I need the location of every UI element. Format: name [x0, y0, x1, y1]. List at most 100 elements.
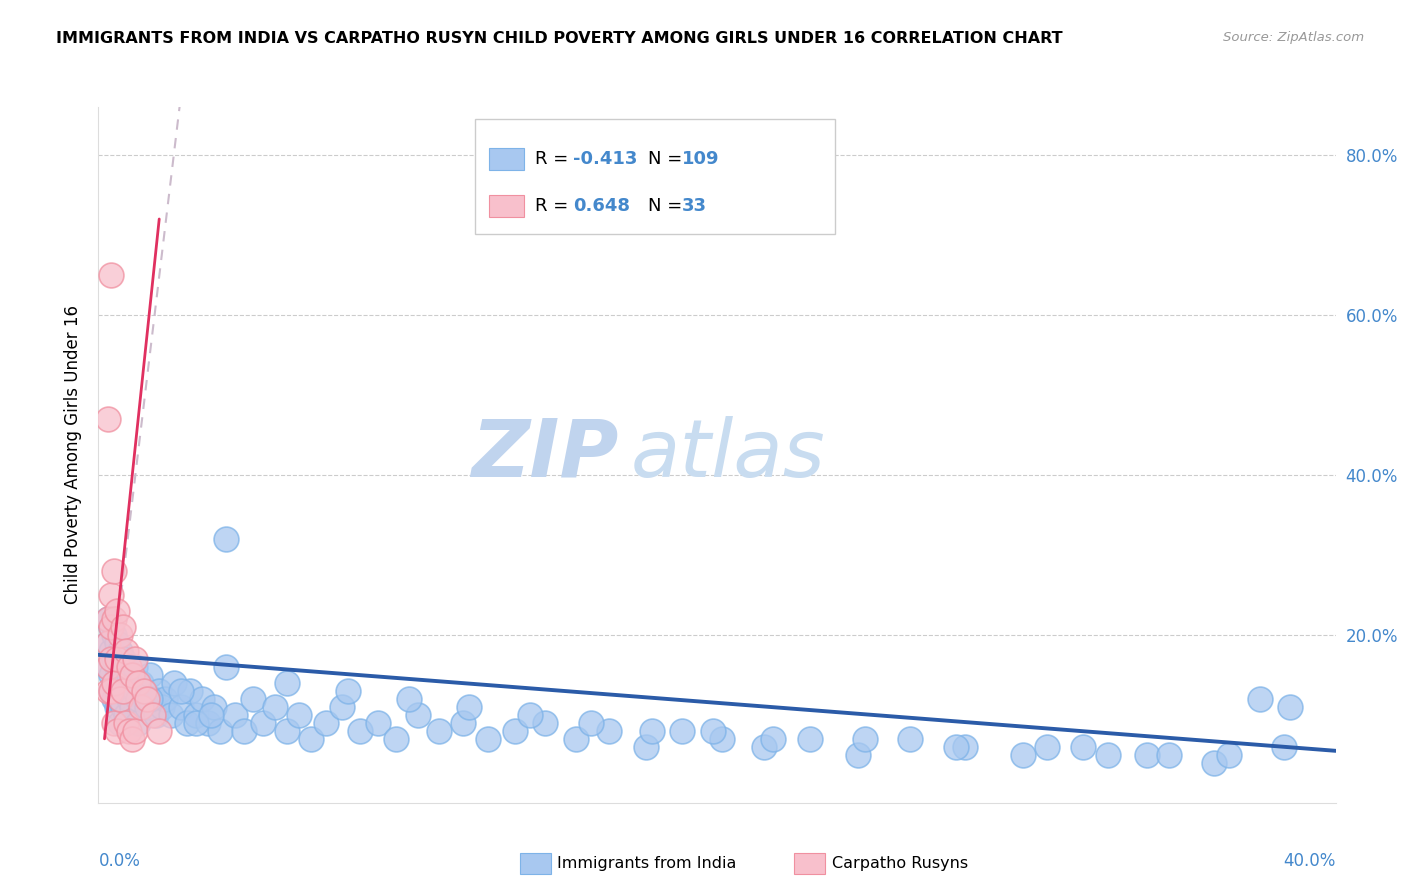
Point	[564, 731, 586, 746]
Point	[96, 660, 118, 674]
Point	[427, 723, 450, 738]
Point	[121, 668, 143, 682]
Point	[702, 723, 724, 738]
Point	[124, 683, 146, 698]
Point	[762, 731, 785, 746]
Point	[121, 676, 143, 690]
Point	[100, 683, 122, 698]
Point	[145, 707, 167, 722]
Point	[898, 731, 921, 746]
Text: 33: 33	[682, 197, 707, 215]
Point	[100, 652, 122, 666]
Point	[1011, 747, 1033, 762]
Point	[96, 660, 118, 674]
Point	[100, 644, 122, 658]
Point	[111, 699, 134, 714]
Point	[127, 691, 149, 706]
Point	[105, 660, 128, 674]
Point	[150, 699, 173, 714]
Point	[103, 676, 125, 690]
Text: 0.0%: 0.0%	[98, 852, 141, 870]
Point	[114, 715, 136, 730]
Point	[200, 707, 222, 722]
Point	[349, 723, 371, 738]
Point	[1157, 747, 1180, 762]
Point	[127, 676, 149, 690]
Point	[315, 715, 337, 730]
Point	[208, 723, 231, 738]
Point	[503, 723, 526, 738]
Point	[114, 683, 136, 698]
Point	[519, 707, 541, 722]
Point	[139, 691, 162, 706]
Point	[108, 715, 131, 730]
Text: 40.0%: 40.0%	[1284, 852, 1336, 870]
Point	[111, 683, 134, 698]
Point	[96, 612, 118, 626]
Y-axis label: Child Poverty Among Girls Under 16: Child Poverty Among Girls Under 16	[63, 305, 82, 605]
Point	[108, 691, 131, 706]
Point	[853, 731, 876, 746]
Point	[169, 699, 191, 714]
Point	[142, 707, 165, 722]
Point	[1249, 691, 1271, 706]
Point	[103, 612, 125, 626]
Point	[105, 604, 128, 618]
Point	[1097, 747, 1119, 762]
Point	[202, 699, 225, 714]
Point	[118, 723, 141, 738]
Text: ZIP: ZIP	[471, 416, 619, 494]
Point	[105, 699, 128, 714]
Point	[103, 652, 125, 666]
Point	[103, 628, 125, 642]
Point	[579, 715, 602, 730]
Point	[105, 683, 128, 698]
Point	[184, 707, 207, 722]
Point	[1136, 747, 1159, 762]
Point	[160, 707, 183, 722]
Point	[103, 715, 125, 730]
Point	[129, 699, 152, 714]
Point	[100, 268, 122, 282]
Point	[124, 660, 146, 674]
Point	[118, 691, 141, 706]
Point	[163, 676, 186, 690]
Point	[534, 715, 557, 730]
Point	[127, 715, 149, 730]
Point	[945, 739, 967, 754]
Point	[953, 739, 976, 754]
Point	[367, 715, 389, 730]
Text: R =: R =	[536, 197, 575, 215]
Point	[118, 668, 141, 682]
Point	[132, 683, 155, 698]
Point	[1073, 739, 1095, 754]
Point	[184, 715, 207, 730]
Text: IMMIGRANTS FROM INDIA VS CARPATHO RUSYN CHILD POVERTY AMONG GIRLS UNDER 16 CORRE: IMMIGRANTS FROM INDIA VS CARPATHO RUSYN …	[56, 31, 1063, 46]
Point	[124, 652, 146, 666]
Point	[118, 660, 141, 674]
Point	[288, 707, 311, 722]
Point	[224, 707, 246, 722]
Point	[105, 636, 128, 650]
Point	[634, 739, 657, 754]
Point	[1204, 756, 1226, 770]
Point	[121, 731, 143, 746]
Point	[276, 723, 298, 738]
Point	[263, 699, 285, 714]
Point	[100, 620, 122, 634]
Point	[96, 683, 118, 698]
Point	[215, 660, 238, 674]
Point	[100, 683, 122, 698]
Point	[458, 699, 481, 714]
Point	[100, 588, 122, 602]
Point	[242, 691, 264, 706]
Point	[176, 715, 198, 730]
Point	[179, 683, 201, 698]
Point	[114, 644, 136, 658]
Point	[641, 723, 664, 738]
Text: N =: N =	[648, 197, 688, 215]
Point	[191, 691, 214, 706]
Point	[148, 683, 170, 698]
Point	[111, 620, 134, 634]
Point	[121, 699, 143, 714]
